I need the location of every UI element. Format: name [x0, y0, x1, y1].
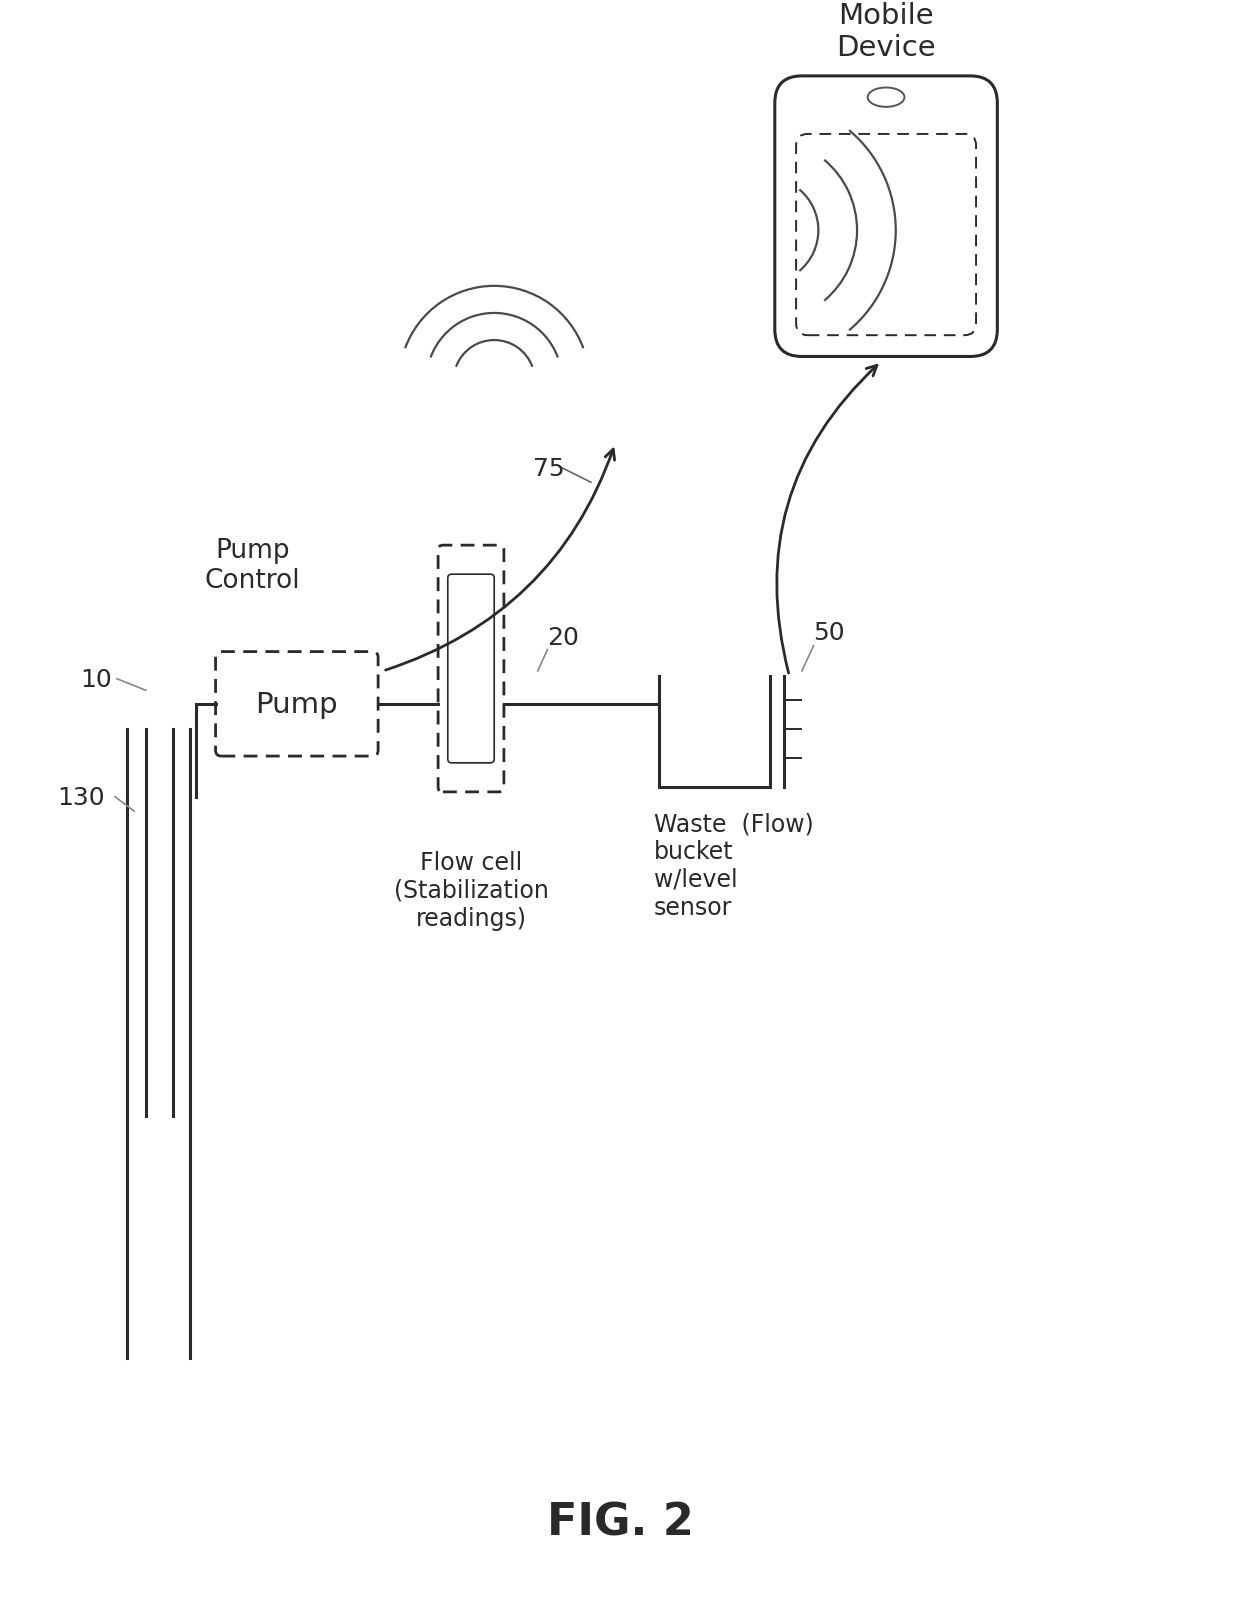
FancyBboxPatch shape — [216, 652, 378, 756]
FancyBboxPatch shape — [438, 545, 503, 792]
Text: 20: 20 — [547, 626, 579, 649]
Ellipse shape — [868, 88, 904, 107]
Text: Pump: Pump — [255, 690, 339, 719]
Text: FIG. 2: FIG. 2 — [547, 1501, 693, 1543]
Text: 50: 50 — [813, 622, 846, 644]
Text: Mobile
Device: Mobile Device — [836, 2, 936, 62]
Text: 75: 75 — [533, 456, 564, 480]
Text: 130: 130 — [57, 786, 104, 810]
Text: Pump
Control: Pump Control — [205, 537, 300, 592]
FancyBboxPatch shape — [796, 135, 976, 336]
FancyBboxPatch shape — [448, 575, 495, 763]
Text: 10: 10 — [81, 667, 112, 691]
FancyBboxPatch shape — [775, 76, 997, 357]
Text: Waste  (Flow)
bucket
w/level
sensor: Waste (Flow) bucket w/level sensor — [653, 812, 813, 919]
Text: Flow cell
(Stabilization
readings): Flow cell (Stabilization readings) — [393, 850, 548, 930]
